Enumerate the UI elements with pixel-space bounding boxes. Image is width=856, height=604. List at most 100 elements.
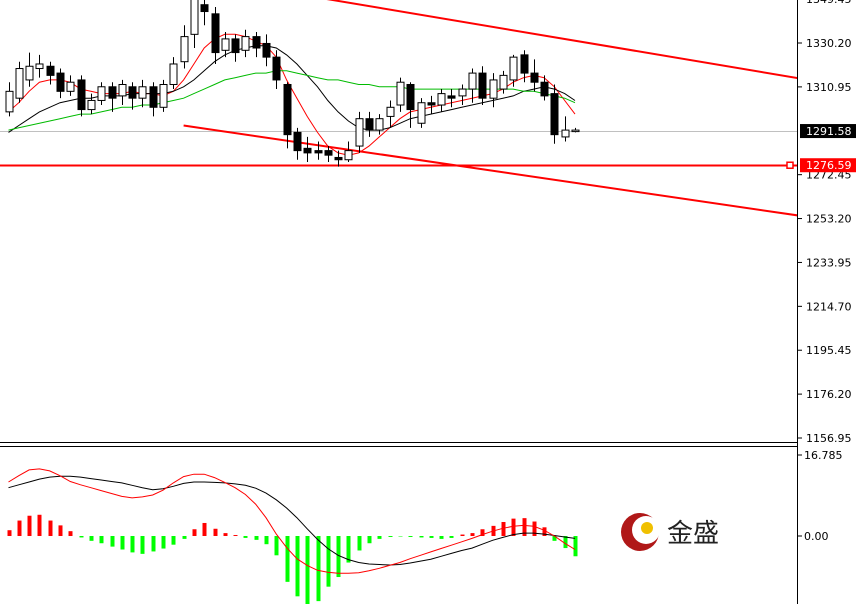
candle-body (66, 81, 75, 92)
candle-body (211, 13, 220, 54)
candle-body (97, 86, 106, 101)
candle-body (468, 72, 477, 90)
candle (169, 57, 178, 90)
candle (262, 34, 271, 67)
candle (334, 150, 343, 167)
candle-body (458, 88, 467, 97)
candle-body (138, 86, 147, 99)
price-tick-label: 1349.45 (806, 0, 852, 6)
price-tick-label: 1310.95 (806, 81, 852, 94)
candle-body (56, 72, 65, 92)
line-price-tag (800, 158, 856, 173)
signal-line (8, 475, 576, 566)
candle-body (530, 72, 539, 83)
candle (231, 34, 240, 62)
price-tick-label: 1253.20 (806, 213, 852, 226)
candle (478, 66, 487, 106)
candle-body (169, 63, 178, 85)
price-tick-label: 1214.70 (806, 300, 852, 313)
candle (46, 61, 55, 85)
candle (561, 116, 570, 142)
candle (396, 77, 405, 112)
candle-body (200, 4, 209, 13)
candle-body (509, 56, 518, 81)
brand-emblem-icon (621, 513, 660, 551)
candle-body (35, 63, 44, 70)
current-price-label: 1291.58 (806, 125, 852, 138)
candle (365, 111, 374, 137)
candle-body (5, 90, 14, 113)
candle-body (241, 36, 250, 51)
candle (344, 141, 353, 163)
candle-body (355, 118, 364, 147)
price-tick-label: 1156.95 (806, 432, 852, 445)
candle (5, 82, 14, 117)
candle (66, 75, 75, 96)
candle-body (25, 65, 34, 81)
watermark-logo: 金盛 (621, 513, 719, 551)
macd-line (8, 468, 576, 574)
candle (97, 82, 106, 106)
candle (138, 79, 147, 108)
candle-body (303, 147, 312, 154)
channel-line-2 (183, 124, 797, 217)
price-tick-label: 1330.20 (806, 37, 852, 50)
candle-body (108, 86, 117, 99)
candle (241, 29, 250, 58)
current-price-tag (800, 124, 856, 139)
indicator-tick-label: 0.00 (804, 530, 829, 543)
candle-body (520, 54, 529, 74)
candle (56, 68, 65, 99)
candle (355, 111, 364, 153)
candle (159, 79, 168, 112)
candle (468, 68, 477, 103)
candle-body (550, 93, 559, 136)
candle (25, 52, 34, 87)
candle-body (489, 79, 498, 99)
candle-body (149, 86, 158, 108)
candle-body (334, 156, 343, 161)
candle-body (77, 79, 86, 111)
candle (375, 114, 384, 135)
candle (458, 84, 467, 106)
candle (283, 82, 292, 149)
candle (190, 0, 199, 49)
candle (417, 98, 426, 128)
candle (489, 73, 498, 108)
emblem-dot (641, 522, 653, 534)
candle (128, 82, 137, 110)
candle (293, 127, 302, 160)
candle-body (344, 150, 353, 161)
candle (509, 54, 518, 87)
candle-body (159, 83, 168, 108)
price-tick-label: 1195.45 (806, 344, 852, 357)
candle (406, 82, 415, 128)
candle (447, 89, 456, 108)
candle (108, 82, 117, 112)
candle (499, 70, 508, 94)
candle-body (540, 81, 549, 97)
candle (87, 93, 96, 115)
candle (427, 95, 436, 115)
candle (77, 75, 86, 117)
candle-body (15, 68, 24, 99)
price-axis: 1349.451330.201310.951272.451253.201233.… (786, 0, 856, 445)
candle (437, 89, 446, 112)
main-plot-area (0, 0, 797, 217)
candle (303, 136, 312, 163)
candle-body (283, 83, 292, 136)
channel-line-1 (326, 0, 797, 79)
price-tick-label: 1233.95 (806, 256, 852, 269)
indicator-tick-label: 16.785 (804, 449, 843, 462)
candle-body (262, 42, 271, 58)
candle-body (293, 131, 302, 152)
indicator-plot-area (7, 468, 578, 604)
candle-body (571, 129, 580, 133)
candle (118, 79, 127, 106)
candle-body (375, 118, 384, 131)
candle (211, 6, 220, 64)
price-tick-label: 1176.20 (806, 388, 852, 401)
candle (540, 75, 549, 101)
line-price-label: 1276.59 (806, 159, 852, 172)
